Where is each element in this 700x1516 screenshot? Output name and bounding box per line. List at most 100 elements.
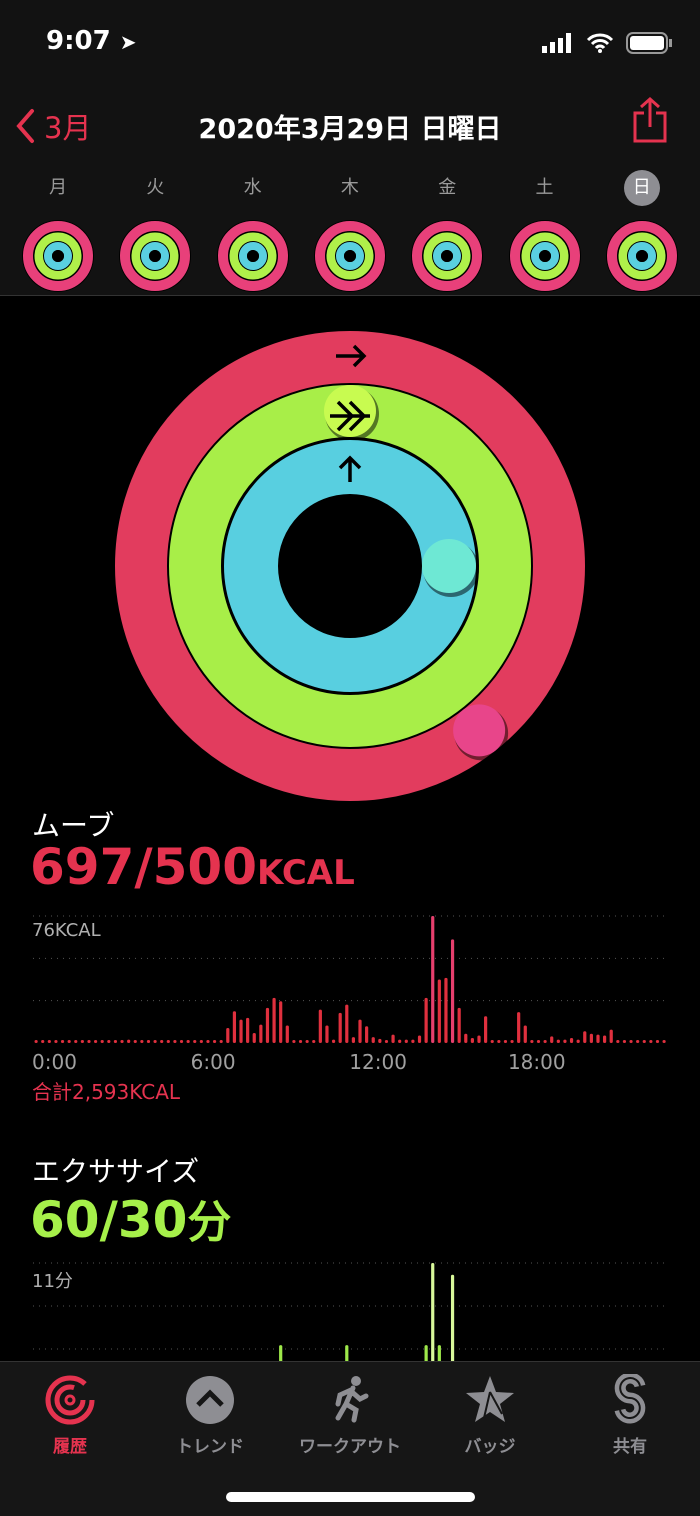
move-bar xyxy=(378,1038,382,1043)
move-bar xyxy=(662,1040,666,1043)
move-bar xyxy=(259,1024,263,1043)
move-bar xyxy=(265,1007,270,1043)
move-bar xyxy=(199,1040,203,1043)
move-bar xyxy=(93,1040,98,1043)
exercise-label: エクササイズ xyxy=(32,1155,200,1188)
move-bar xyxy=(345,1004,349,1043)
move-bar xyxy=(629,1040,633,1043)
runner-icon xyxy=(280,1374,420,1426)
move-bar xyxy=(616,1040,620,1043)
home-indicator[interactable] xyxy=(226,1492,475,1502)
stand-ring-inner xyxy=(279,495,421,637)
move-bar xyxy=(530,1040,534,1043)
move-bar xyxy=(279,1001,283,1043)
move-bar xyxy=(120,1040,124,1043)
x-tick-label: 12:00 xyxy=(349,1050,407,1074)
mini-activity-rings xyxy=(119,220,192,292)
mini-exercise-ring xyxy=(326,232,374,280)
mini-exercise-ring xyxy=(618,232,666,280)
mini-stand-ring xyxy=(530,242,559,270)
move-bar xyxy=(351,1037,356,1043)
status-icons xyxy=(542,32,672,54)
day-6[interactable]: 日 xyxy=(602,170,682,294)
tab-star-badge[interactable]: バッジ xyxy=(420,1374,560,1457)
move-bar xyxy=(331,1039,336,1043)
move-bar xyxy=(179,1040,184,1043)
move-bar xyxy=(450,939,455,1043)
move-bar xyxy=(536,1040,541,1043)
move-bar xyxy=(457,1007,461,1043)
move-bar xyxy=(272,997,276,1043)
move-bar xyxy=(470,1037,474,1043)
move-bar xyxy=(556,1039,560,1043)
mini-stand-ring xyxy=(141,242,170,270)
mini-activity-rings xyxy=(411,220,484,292)
move-chart xyxy=(33,915,667,1043)
mini-move-ring xyxy=(314,221,385,291)
move-bar xyxy=(34,1040,38,1043)
day-2[interactable]: 水 xyxy=(213,170,293,294)
move-bar xyxy=(292,1040,296,1043)
move-bar xyxy=(160,1040,164,1043)
mini-stand-ring xyxy=(433,242,462,270)
day-label: 木 xyxy=(340,177,359,198)
mini-stand-ring xyxy=(44,242,72,270)
move-bar xyxy=(305,1040,309,1043)
exercise-value: 60/30分 xyxy=(30,1191,232,1249)
move-bar xyxy=(338,1012,342,1043)
mini-exercise-ring xyxy=(229,232,277,280)
move-label: ムーブ xyxy=(32,809,115,842)
page-title: 2020年3月29日 日曜日 xyxy=(198,114,502,145)
share-button[interactable] xyxy=(632,96,668,147)
move-bar xyxy=(166,1040,170,1043)
mini-activity-rings xyxy=(216,220,289,292)
move-bar xyxy=(113,1040,118,1043)
move-bar xyxy=(490,1040,494,1043)
move-bar xyxy=(153,1040,157,1043)
wifi-icon xyxy=(586,33,614,53)
move-bar xyxy=(431,916,435,1043)
move-bar xyxy=(391,1034,395,1043)
tab-history-rings[interactable]: 履歴 xyxy=(0,1374,140,1457)
move-bar xyxy=(543,1040,547,1043)
move-chart-max-label: 76KCAL xyxy=(32,920,101,941)
mini-activity-rings xyxy=(605,220,678,292)
header: 9:07 ➤ 3月 2020年3月29日 日曜日 月 火 水 木 金 土 日 xyxy=(0,0,700,296)
move-bar xyxy=(173,1040,177,1043)
day-label: 土 xyxy=(535,177,554,198)
move-bar xyxy=(54,1040,58,1043)
mini-exercise-ring xyxy=(521,232,568,280)
tab-sharing[interactable]: 共有 xyxy=(560,1374,700,1457)
move-bar xyxy=(193,1040,197,1043)
move-bar xyxy=(583,1031,587,1043)
tab-trend-chevron[interactable]: トレンド xyxy=(140,1374,280,1457)
move-bar xyxy=(517,1012,521,1043)
move-bar xyxy=(133,1040,137,1043)
mini-exercise-ring xyxy=(131,232,179,280)
mini-stand-ring xyxy=(627,242,656,270)
mini-move-ring xyxy=(412,221,483,291)
move-bar xyxy=(127,1039,131,1043)
day-3[interactable]: 木 xyxy=(310,170,390,294)
move-bar xyxy=(212,1040,217,1043)
tab-runner[interactable]: ワークアウト xyxy=(280,1374,420,1457)
exercise-chart-max-label: 11分 xyxy=(32,1271,73,1292)
mini-stand-ring xyxy=(335,242,364,270)
mini-activity-rings xyxy=(22,220,94,292)
stand-arrow-icon xyxy=(338,455,362,482)
move-bar xyxy=(523,1025,527,1043)
move-bar xyxy=(41,1040,45,1043)
move-bar xyxy=(444,977,448,1043)
day-0[interactable]: 月 xyxy=(18,170,98,294)
sharing-icon xyxy=(560,1374,700,1426)
mini-stand-ring xyxy=(238,242,267,270)
back-button[interactable]: 3月 xyxy=(14,105,91,147)
move-bar xyxy=(371,1037,375,1043)
move-bar xyxy=(186,1040,190,1043)
day-4[interactable]: 金 xyxy=(407,170,487,294)
day-1[interactable]: 火 xyxy=(115,170,195,294)
mini-activity-rings xyxy=(508,220,581,292)
day-label: 金 xyxy=(438,177,457,198)
mini-activity-rings xyxy=(313,220,386,292)
day-5[interactable]: 土 xyxy=(505,170,585,294)
